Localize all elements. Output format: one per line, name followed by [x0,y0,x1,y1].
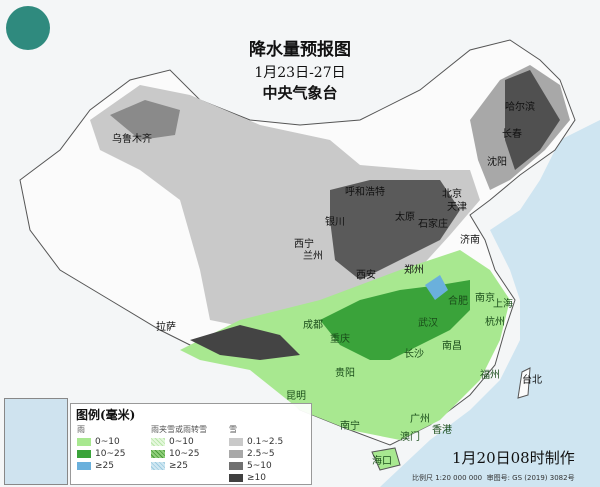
city-label: 沈阳 [487,157,507,168]
hainan [371,447,401,471]
legend-item: 0~10 [77,437,120,447]
legend-item: ≥10 [229,473,266,483]
legend-label: 10~25 [95,449,126,459]
city-label: 长春 [502,129,522,140]
city-label: 西安 [356,270,376,281]
city-label: 昆明 [286,391,306,402]
city-label: 杭州 [485,317,505,328]
legend-mixed-header: 雨夹雪或雨转雪 [151,425,207,434]
city-label: 台北 [522,375,542,386]
issuer: 中央气象台 [262,84,338,102]
city-label: 呼和浩特 [345,187,385,198]
legend-item: 5~10 [229,461,272,471]
city-label: 海口 [372,456,392,467]
scale-text: 比例尺 1:20 000 000 [412,474,483,482]
city-label: 石家庄 [418,219,448,230]
legend-item: ≥25 [77,461,114,471]
legend-title: 图例(毫米) [76,408,136,422]
city-label: 北京 [442,189,462,200]
city-label: 重庆 [330,334,350,345]
city-label: 香港 [432,425,452,436]
snow-heavy-northeast [505,70,560,170]
legend-label: 10~25 [169,449,200,459]
legend-item: 2.5~5 [229,449,275,459]
city-label: 拉萨 [156,322,176,333]
legend-label: 0.1~2.5 [247,437,284,447]
legend-label: ≥25 [169,461,188,471]
snow-xinjiang [110,100,180,140]
south-china-sea-inset [4,398,68,485]
city-label: 南京 [475,293,495,304]
cma-logo [6,6,50,50]
map-scale: 比例尺 1:20 000 000 审图号: GS (2019) 3082号 [412,473,575,483]
legend-item: ≥25 [151,461,188,471]
city-label: 天津 [447,202,467,213]
city-label: 乌鲁木齐 [112,134,152,145]
legend-label: ≥25 [95,461,114,471]
city-label: 济南 [460,235,480,246]
issue-time: 1月20日08时制作 [452,449,575,467]
legend-item: 0.1~2.5 [229,437,283,447]
legend-label: ≥10 [247,473,266,483]
city-label: 兰州 [303,251,323,262]
city-label: 太原 [395,212,415,223]
taiwan [517,367,531,399]
legend-snow-header: 雪 [229,425,237,434]
legend-item: 10~25 [151,449,199,459]
legend-label: 5~10 [247,461,272,471]
city-label: 银川 [325,217,345,228]
legend: 图例(毫米) 雨 雨夹雪或雨转雪 雪 0~10 10~25 ≥25 0~10 1… [70,403,312,485]
legend-item: 0~10 [151,437,194,447]
snow-heavy-central [330,180,460,280]
map-title: 降水量预报图 [249,40,351,60]
city-label: 广州 [410,414,430,425]
city-label: 郑州 [404,265,424,276]
city-label: 上海 [493,299,513,310]
legend-label: 0~10 [169,437,194,447]
city-label: 长沙 [404,349,424,360]
legend-item: 10~25 [77,449,125,459]
city-label: 武汉 [418,318,438,329]
map-number: 审图号: GS (2019) 3082号 [486,474,575,482]
city-label: 贵阳 [335,368,355,379]
legend-label: 2.5~5 [247,449,275,459]
legend-rain-header: 雨 [77,425,85,434]
city-label: 成都 [303,320,323,331]
legend-label: 0~10 [95,437,120,447]
city-label: 南昌 [442,341,462,352]
city-label: 合肥 [448,296,468,307]
ocean [380,120,600,487]
rain-heavy-area [425,275,448,300]
rain-moderate-area [320,280,470,360]
city-label: 西宁 [294,239,314,250]
city-label: 南宁 [340,421,360,432]
city-label: 澳门 [400,432,420,443]
city-label: 哈尔滨 [505,102,535,113]
date-range: 1月23日-27日 [254,65,346,81]
mixed-area [190,325,300,360]
city-label: 福州 [480,370,500,381]
